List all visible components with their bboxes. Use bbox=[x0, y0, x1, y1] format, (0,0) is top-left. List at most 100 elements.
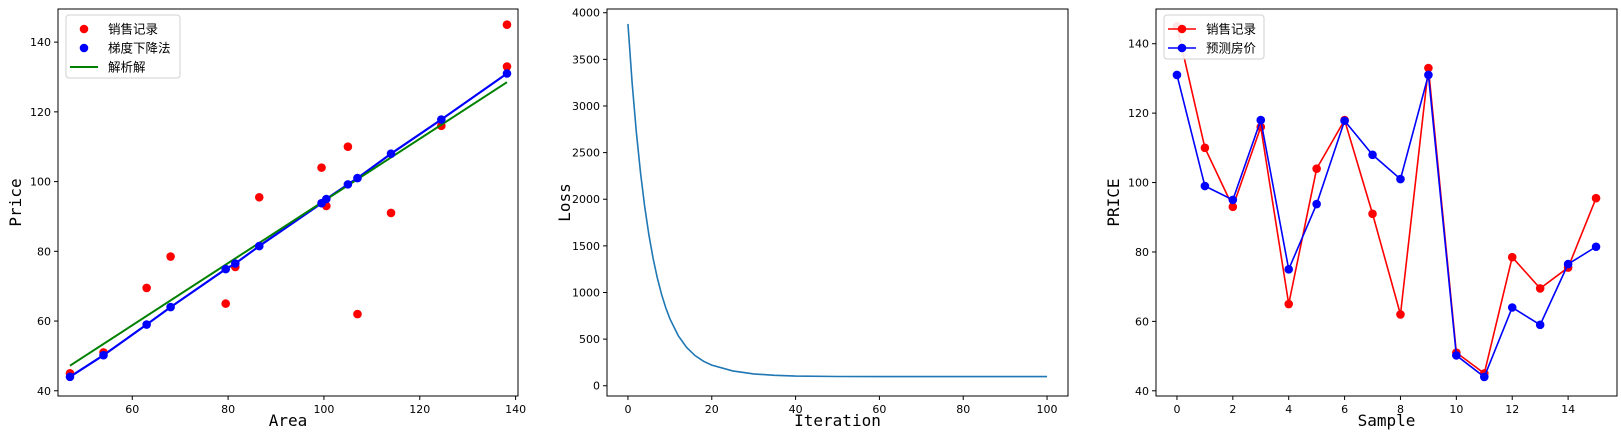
predicted-price-point bbox=[1256, 115, 1266, 125]
y-tick-label: 80 bbox=[37, 245, 51, 258]
predicted-price-point bbox=[1172, 70, 1182, 80]
gradient-descent-point bbox=[142, 320, 151, 329]
analytic-solution-line bbox=[69, 81, 508, 367]
y-axis-label: Price bbox=[6, 178, 25, 226]
x-tick-label: 8 bbox=[1397, 403, 1404, 416]
y-tick-label: 1500 bbox=[572, 240, 600, 253]
chart-panel-1: 60 80 100 120 140 40 60 80 100 120 140 Area Price 销售记… bbox=[6, 8, 526, 430]
sales-record-point bbox=[1312, 164, 1321, 173]
x-tick-label: 80 bbox=[221, 403, 235, 416]
y-tick-label: 80 bbox=[1135, 246, 1149, 259]
x-axis-label: Area bbox=[269, 411, 308, 430]
legend-marker-gradient-descent bbox=[79, 43, 89, 53]
legend-marker-sales-record bbox=[79, 24, 89, 34]
sales-record-point bbox=[1591, 193, 1601, 203]
predicted-price-point bbox=[1340, 116, 1349, 126]
legend-label-predicted-price: 预测房价 bbox=[1206, 41, 1257, 56]
y-tick-label: 0 bbox=[593, 380, 600, 393]
y-tick-label: 40 bbox=[1135, 385, 1149, 398]
x-axis-label: Iteration bbox=[794, 411, 881, 430]
y-tick-label: 40 bbox=[37, 385, 51, 398]
x-tick-label: 60 bbox=[125, 403, 139, 416]
loss-curve bbox=[627, 23, 1048, 378]
sales-record-point bbox=[1535, 284, 1545, 293]
legend-label-sales-record: 销售记录 bbox=[108, 22, 158, 37]
sales-record-point bbox=[1228, 202, 1238, 212]
x-tick-label: 10 bbox=[1449, 403, 1463, 416]
x-tick-label: 0 bbox=[1173, 403, 1180, 416]
predicted-price-point bbox=[1507, 303, 1517, 312]
x-tick-label: 40 bbox=[789, 403, 803, 416]
gradient-descent-point bbox=[230, 259, 240, 268]
gradient-descent-point bbox=[386, 149, 396, 158]
y-tick-label: 3500 bbox=[572, 53, 600, 66]
gradient-descent-point bbox=[65, 372, 75, 382]
predicted-price-point bbox=[1452, 351, 1461, 360]
predicted-price-point bbox=[1424, 70, 1433, 80]
chart-panel-3: 0 2 4 6 8 10 12 14 40 60 80 100 120 140 Sample PRICE 销售记… bbox=[1104, 8, 1618, 430]
sales-record-point bbox=[1507, 252, 1517, 262]
sales-record-point bbox=[353, 309, 362, 319]
predicted-price-point bbox=[1479, 372, 1489, 382]
x-tick-label: 0 bbox=[624, 403, 631, 416]
gradient-descent-point bbox=[502, 69, 512, 78]
y-tick-label: 140 bbox=[1128, 38, 1149, 51]
legend-label-sales-record: 销售记录 bbox=[1206, 22, 1256, 37]
gradient-descent-point bbox=[254, 241, 264, 251]
sales-record-point bbox=[1424, 63, 1433, 73]
x-tick-label: 60 bbox=[872, 403, 886, 416]
x-tick-label: 120 bbox=[409, 403, 430, 416]
sales-record-point bbox=[166, 252, 175, 261]
x-tick-label: 2 bbox=[1229, 403, 1236, 416]
y-tick-label: 100 bbox=[30, 176, 51, 189]
data-layer bbox=[65, 20, 512, 382]
sales-record-point bbox=[221, 299, 231, 308]
y-axis-label: Loss bbox=[555, 183, 574, 222]
y-tick-label: 2000 bbox=[572, 193, 600, 206]
x-tick-label: 12 bbox=[1505, 403, 1519, 416]
y-axis-label: PRICE bbox=[1104, 178, 1123, 226]
x-tick-label: 4 bbox=[1285, 403, 1292, 416]
gradient-descent-point bbox=[221, 264, 231, 274]
x-tick-label: 6 bbox=[1341, 403, 1348, 416]
predicted-price-point bbox=[1563, 259, 1573, 269]
predicted-price-point bbox=[1368, 150, 1377, 160]
sales-record-point bbox=[502, 62, 512, 71]
y-tick-label: 60 bbox=[1135, 315, 1149, 328]
y-tick-label: 500 bbox=[579, 333, 600, 346]
sales-record-point bbox=[142, 283, 151, 293]
predicted-price-point bbox=[1228, 195, 1238, 205]
x-tick-label: 100 bbox=[1037, 403, 1058, 416]
sales-record-point bbox=[386, 208, 396, 218]
y-tick-label: 1000 bbox=[572, 286, 600, 299]
predicted-price-point bbox=[1312, 199, 1321, 209]
y-tick-label: 2500 bbox=[572, 147, 600, 160]
x-axis-label: Sample bbox=[1358, 411, 1416, 430]
y-tick-label: 120 bbox=[30, 106, 51, 119]
y-tick-label: 4000 bbox=[572, 7, 600, 20]
legend-label-gradient-descent: 梯度下降法 bbox=[108, 41, 171, 56]
chart-panel-2: 0 20 40 60 80 1000500100015002000250030003500… bbox=[555, 7, 1069, 430]
sales-record-point bbox=[1368, 209, 1377, 219]
x-tick-label: 14 bbox=[1561, 403, 1575, 416]
sales-record-point bbox=[1200, 143, 1210, 153]
plot-area bbox=[606, 8, 1069, 397]
sales-record-point bbox=[502, 20, 512, 29]
gradient-descent-point bbox=[353, 173, 362, 183]
x-tick-label: 80 bbox=[956, 403, 970, 416]
legend-marker-predicted-price bbox=[1177, 43, 1187, 53]
x-tick-label: 100 bbox=[313, 403, 334, 416]
x-tick-label: 140 bbox=[505, 403, 526, 416]
predicted-price-line bbox=[1176, 74, 1597, 379]
predicted-price-point bbox=[1535, 320, 1545, 330]
gradient-descent-point bbox=[343, 180, 353, 189]
predicted-price-point bbox=[1200, 181, 1210, 191]
gradient-descent-point bbox=[99, 350, 108, 360]
plot-area bbox=[1155, 8, 1618, 397]
y-tick-label: 100 bbox=[1128, 177, 1149, 190]
sales-record-point bbox=[317, 163, 326, 172]
sales-record-point bbox=[1396, 310, 1405, 319]
